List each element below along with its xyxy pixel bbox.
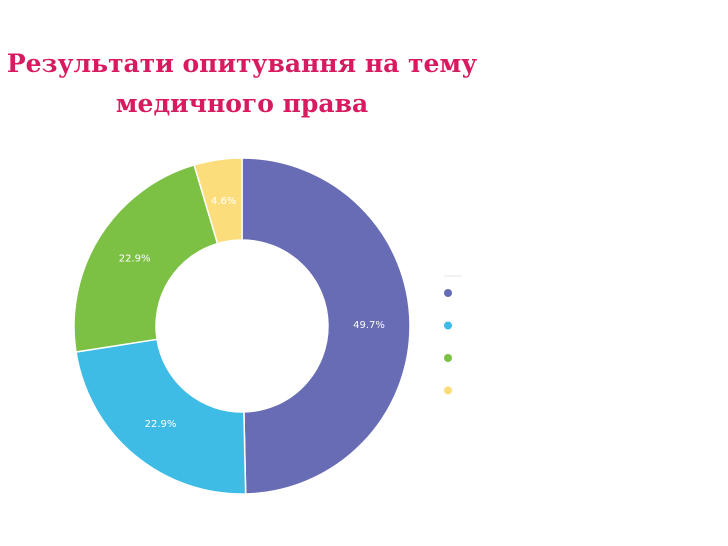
slice-label-2: 22.9% [145,419,177,430]
chart-title: Результати опитування на тему медичного … [0,44,484,124]
legend-marker-2 [444,321,452,330]
slice-label-1: 49.7% [353,320,385,331]
slice-label-4: 4.6% [211,196,236,207]
legend-marker-4 [444,386,452,395]
legend-marker-3 [444,354,452,362]
chart-title-line-1: Результати опитування на тему [6,49,478,78]
donut-slice-1 [241,157,411,495]
donut-slice-4 [193,157,243,245]
slice-labels: 49.7% 22.9% 22.9% 4.6% [119,196,385,430]
slice-label-3: 22.9% [119,254,151,265]
legend [444,275,462,395]
donut-slices [73,157,411,495]
chart-title-line-2: медичного права [115,89,369,118]
donut-slice-3 [73,164,219,353]
legend-marker-1 [444,289,452,297]
donut-slice-2 [75,338,247,495]
